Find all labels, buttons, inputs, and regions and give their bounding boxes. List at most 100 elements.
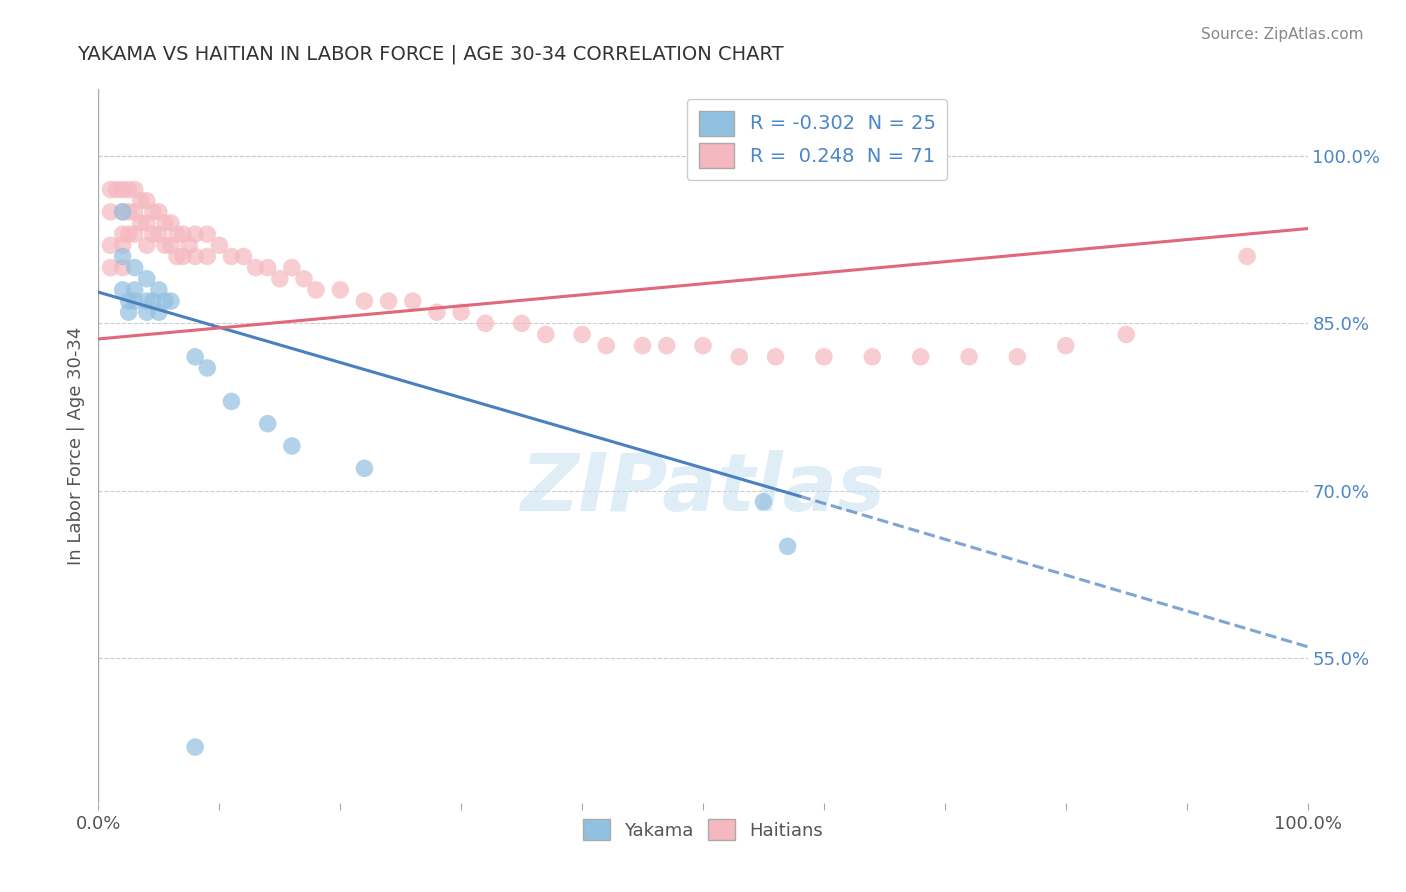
Legend: Yakama, Haitians: Yakama, Haitians [575, 812, 831, 847]
Point [142, 294, 165, 309]
Point [111, 183, 134, 197]
Point [124, 260, 146, 275]
Point [111, 227, 134, 241]
Point [631, 339, 654, 353]
Point [166, 227, 188, 241]
Point [353, 294, 375, 309]
Point [426, 305, 449, 319]
Point [221, 394, 243, 409]
Point [118, 294, 141, 309]
Point [100, 238, 122, 252]
Point [957, 350, 980, 364]
Point [232, 249, 254, 264]
Point [124, 283, 146, 297]
Point [353, 461, 375, 475]
Point [135, 305, 157, 319]
Point [595, 339, 617, 353]
Point [269, 271, 291, 285]
Point [172, 249, 194, 264]
Point [135, 271, 157, 285]
Point [281, 260, 304, 275]
Point [111, 205, 134, 219]
Point [135, 238, 157, 252]
Point [111, 260, 134, 275]
Point [118, 205, 141, 219]
Point [148, 283, 170, 297]
Point [281, 439, 304, 453]
Point [124, 227, 146, 241]
Point [256, 260, 278, 275]
Point [135, 216, 157, 230]
Point [813, 350, 835, 364]
Point [184, 350, 207, 364]
Point [129, 216, 152, 230]
Point [245, 260, 267, 275]
Point [179, 238, 201, 252]
Point [728, 350, 751, 364]
Point [377, 294, 399, 309]
Point [195, 360, 218, 375]
Point [124, 205, 146, 219]
Point [160, 238, 183, 252]
Point [305, 283, 328, 297]
Point [195, 227, 218, 241]
Point [118, 227, 141, 241]
Point [402, 294, 425, 309]
Point [160, 294, 183, 309]
Point [135, 194, 157, 208]
Point [184, 227, 207, 241]
Point [118, 305, 141, 319]
Point [153, 294, 176, 309]
Point [1054, 339, 1077, 353]
Point [221, 249, 243, 264]
Point [124, 294, 146, 309]
Point [1115, 327, 1137, 342]
Point [142, 227, 165, 241]
Point [208, 238, 231, 252]
Point [105, 183, 128, 197]
Point [860, 350, 883, 364]
Point [111, 283, 134, 297]
Point [111, 238, 134, 252]
Point [148, 205, 170, 219]
Point [450, 305, 472, 319]
Text: ZIPatlas: ZIPatlas [520, 450, 886, 528]
Text: Source: ZipAtlas.com: Source: ZipAtlas.com [1201, 27, 1364, 42]
Point [752, 495, 775, 509]
Point [166, 249, 188, 264]
Point [148, 227, 170, 241]
Point [100, 260, 122, 275]
Point [534, 327, 557, 342]
Point [160, 216, 183, 230]
Point [776, 539, 799, 553]
Point [1007, 350, 1029, 364]
Point [184, 740, 207, 755]
Point [111, 205, 134, 219]
Point [184, 249, 207, 264]
Point [118, 183, 141, 197]
Point [124, 183, 146, 197]
Point [692, 339, 714, 353]
Point [510, 317, 533, 331]
Point [571, 327, 593, 342]
Point [474, 317, 496, 331]
Point [129, 194, 152, 208]
Point [100, 205, 122, 219]
Point [172, 227, 194, 241]
Point [135, 294, 157, 309]
Point [910, 350, 932, 364]
Point [100, 183, 122, 197]
Point [195, 249, 218, 264]
Point [655, 339, 678, 353]
Y-axis label: In Labor Force | Age 30-34: In Labor Force | Age 30-34 [66, 326, 84, 566]
Point [111, 249, 134, 264]
Point [148, 305, 170, 319]
Point [292, 271, 315, 285]
Point [765, 350, 787, 364]
Text: YAKAMA VS HAITIAN IN LABOR FORCE | AGE 30-34 CORRELATION CHART: YAKAMA VS HAITIAN IN LABOR FORCE | AGE 3… [77, 45, 785, 64]
Point [1236, 249, 1258, 264]
Point [142, 205, 165, 219]
Point [153, 238, 176, 252]
Point [329, 283, 352, 297]
Point [153, 216, 176, 230]
